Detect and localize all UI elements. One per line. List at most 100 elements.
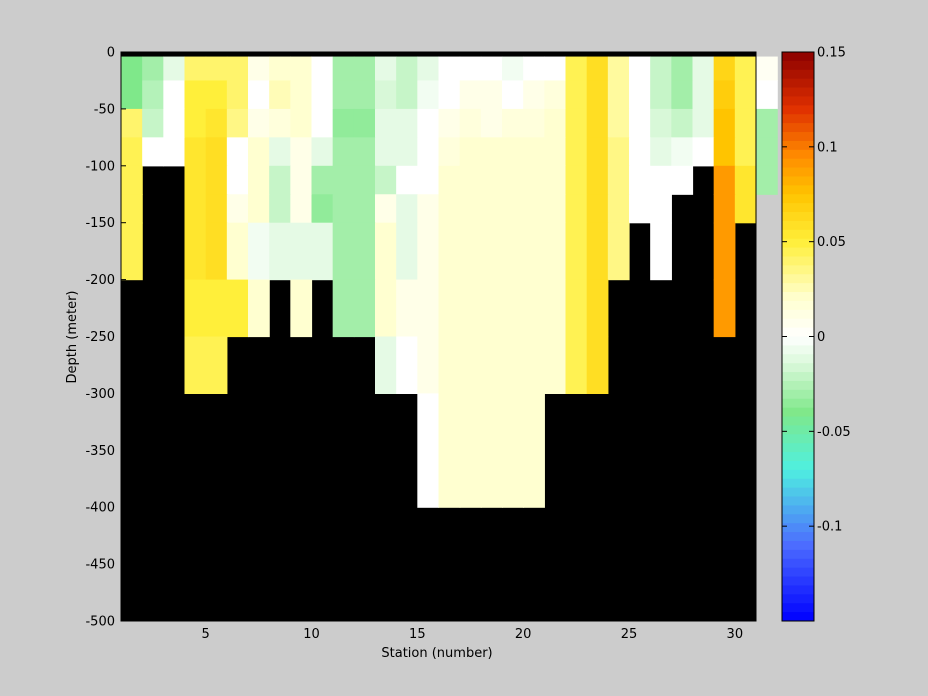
heatmap-cell bbox=[417, 80, 440, 110]
heatmap-cell bbox=[396, 80, 418, 110]
heatmap-cell bbox=[163, 80, 186, 110]
heatmap-cell bbox=[375, 194, 397, 224]
heatmap-cell bbox=[311, 56, 334, 82]
colorbar-tick-label: -0.1 bbox=[817, 520, 842, 535]
heatmap-cell bbox=[629, 56, 651, 82]
heatmap-cell bbox=[332, 80, 355, 110]
y-axis: 0 -50 -100 -150 -200 -250 -300 -350 -400 -450 -500 bbox=[85, 46, 126, 630]
heatmap-cell bbox=[332, 194, 355, 224]
heatmap-cell bbox=[713, 194, 736, 224]
heatmap-cell bbox=[459, 336, 482, 394]
colorbar-swatch bbox=[782, 318, 814, 329]
heatmap-cell bbox=[396, 222, 418, 281]
heatmap-cell bbox=[417, 137, 440, 167]
heatmap-cell bbox=[375, 222, 397, 281]
colorbar-swatch bbox=[782, 149, 814, 160]
y-tick-label: -500 bbox=[85, 615, 115, 630]
colorbar-swatch bbox=[782, 452, 814, 462]
heatmap-cell bbox=[353, 222, 376, 281]
heatmap-cell bbox=[205, 80, 228, 110]
colorbar-swatch bbox=[782, 78, 814, 89]
heatmap-cell bbox=[565, 279, 588, 338]
heatmap-cell bbox=[163, 56, 186, 82]
y-tick-label: -100 bbox=[85, 159, 115, 174]
heatmap-cell bbox=[332, 279, 355, 338]
y-axis-label: Depth (meter) bbox=[65, 291, 80, 384]
heatmap-cell bbox=[586, 279, 609, 338]
colorbar-swatch bbox=[782, 132, 814, 142]
heatmap-cell bbox=[607, 108, 630, 138]
heatmap-cell bbox=[438, 165, 461, 195]
colorbar-swatch bbox=[782, 52, 814, 62]
heatmap-cell bbox=[311, 194, 334, 224]
heatmap-cell bbox=[459, 137, 482, 167]
heatmap-cell bbox=[290, 222, 313, 281]
heatmap-cell bbox=[650, 194, 672, 224]
colorbar-tick-label: 0.1 bbox=[817, 140, 838, 155]
colorbar-swatch bbox=[782, 603, 814, 613]
heatmap-cell bbox=[565, 165, 588, 195]
heatmap-cell bbox=[438, 194, 461, 224]
colorbar-swatch bbox=[782, 105, 814, 115]
heatmap-cell bbox=[480, 222, 503, 281]
heatmap-cell bbox=[184, 165, 207, 195]
heatmap-cell bbox=[565, 108, 588, 138]
heatmap-cell bbox=[375, 56, 397, 82]
colorbar-swatch bbox=[782, 327, 814, 337]
heatmap-cell bbox=[607, 80, 630, 110]
heatmap-cell bbox=[142, 56, 164, 82]
heatmap-cell bbox=[523, 56, 545, 82]
heatmap-cell bbox=[226, 80, 249, 110]
heatmap-cell bbox=[142, 137, 164, 167]
heatmap-cell bbox=[396, 279, 418, 338]
heatmap-cell bbox=[713, 137, 736, 167]
heatmap-cell bbox=[523, 336, 545, 394]
heatmap-cell bbox=[459, 56, 482, 82]
colorbar-swatch bbox=[782, 389, 814, 400]
heatmap-cell bbox=[544, 165, 567, 195]
heatmap-cell bbox=[163, 137, 186, 167]
colorbar-swatch bbox=[782, 478, 814, 489]
y-tick-label: -450 bbox=[85, 558, 115, 573]
heatmap-cell bbox=[502, 80, 524, 110]
heatmap-cell bbox=[184, 137, 207, 167]
heatmap-cell bbox=[290, 279, 313, 338]
colorbar-swatch bbox=[782, 425, 814, 435]
colorbar-swatch bbox=[782, 238, 814, 249]
heatmap-cell bbox=[417, 336, 440, 394]
heatmap-cell bbox=[692, 80, 715, 110]
heatmap-cell bbox=[734, 165, 757, 195]
heatmap-cell bbox=[523, 108, 545, 138]
heatmap-cell bbox=[438, 56, 461, 82]
colorbar-swatch bbox=[782, 505, 814, 515]
heatmap-cell bbox=[121, 165, 143, 195]
heatmap-cell bbox=[248, 56, 270, 82]
heatmap-cell bbox=[375, 336, 397, 394]
heatmap-cell bbox=[332, 165, 355, 195]
colorbar-swatch bbox=[782, 585, 814, 595]
heatmap-cell bbox=[311, 222, 334, 281]
heatmap-cell bbox=[734, 56, 757, 82]
y-tick-label: -350 bbox=[85, 444, 115, 459]
heatmap-cell bbox=[290, 194, 313, 224]
heatmap-cell bbox=[375, 165, 397, 195]
heatmap-cell bbox=[417, 108, 440, 138]
y-tick-label: 0 bbox=[107, 46, 115, 61]
heatmap-cell bbox=[586, 336, 609, 394]
heatmap-cell bbox=[586, 165, 609, 195]
colorbar-axis: 0.15 0.1 0.05 0 -0.05 -0.1 bbox=[782, 46, 851, 535]
heatmap-cell bbox=[353, 56, 376, 82]
heatmap-cell bbox=[205, 194, 228, 224]
heatmap-cell bbox=[396, 137, 418, 167]
heatmap-cell bbox=[248, 80, 270, 110]
heatmap-cell bbox=[713, 56, 736, 82]
heatmap-cell bbox=[692, 56, 715, 82]
colorbar-swatch bbox=[782, 363, 814, 373]
colorbar-swatch bbox=[782, 336, 814, 346]
colorbar-swatch bbox=[782, 123, 814, 133]
heatmap-cell bbox=[671, 56, 694, 82]
heatmap-cell bbox=[290, 108, 313, 138]
heatmap-cell bbox=[311, 80, 334, 110]
heatmap-cell bbox=[290, 137, 313, 167]
